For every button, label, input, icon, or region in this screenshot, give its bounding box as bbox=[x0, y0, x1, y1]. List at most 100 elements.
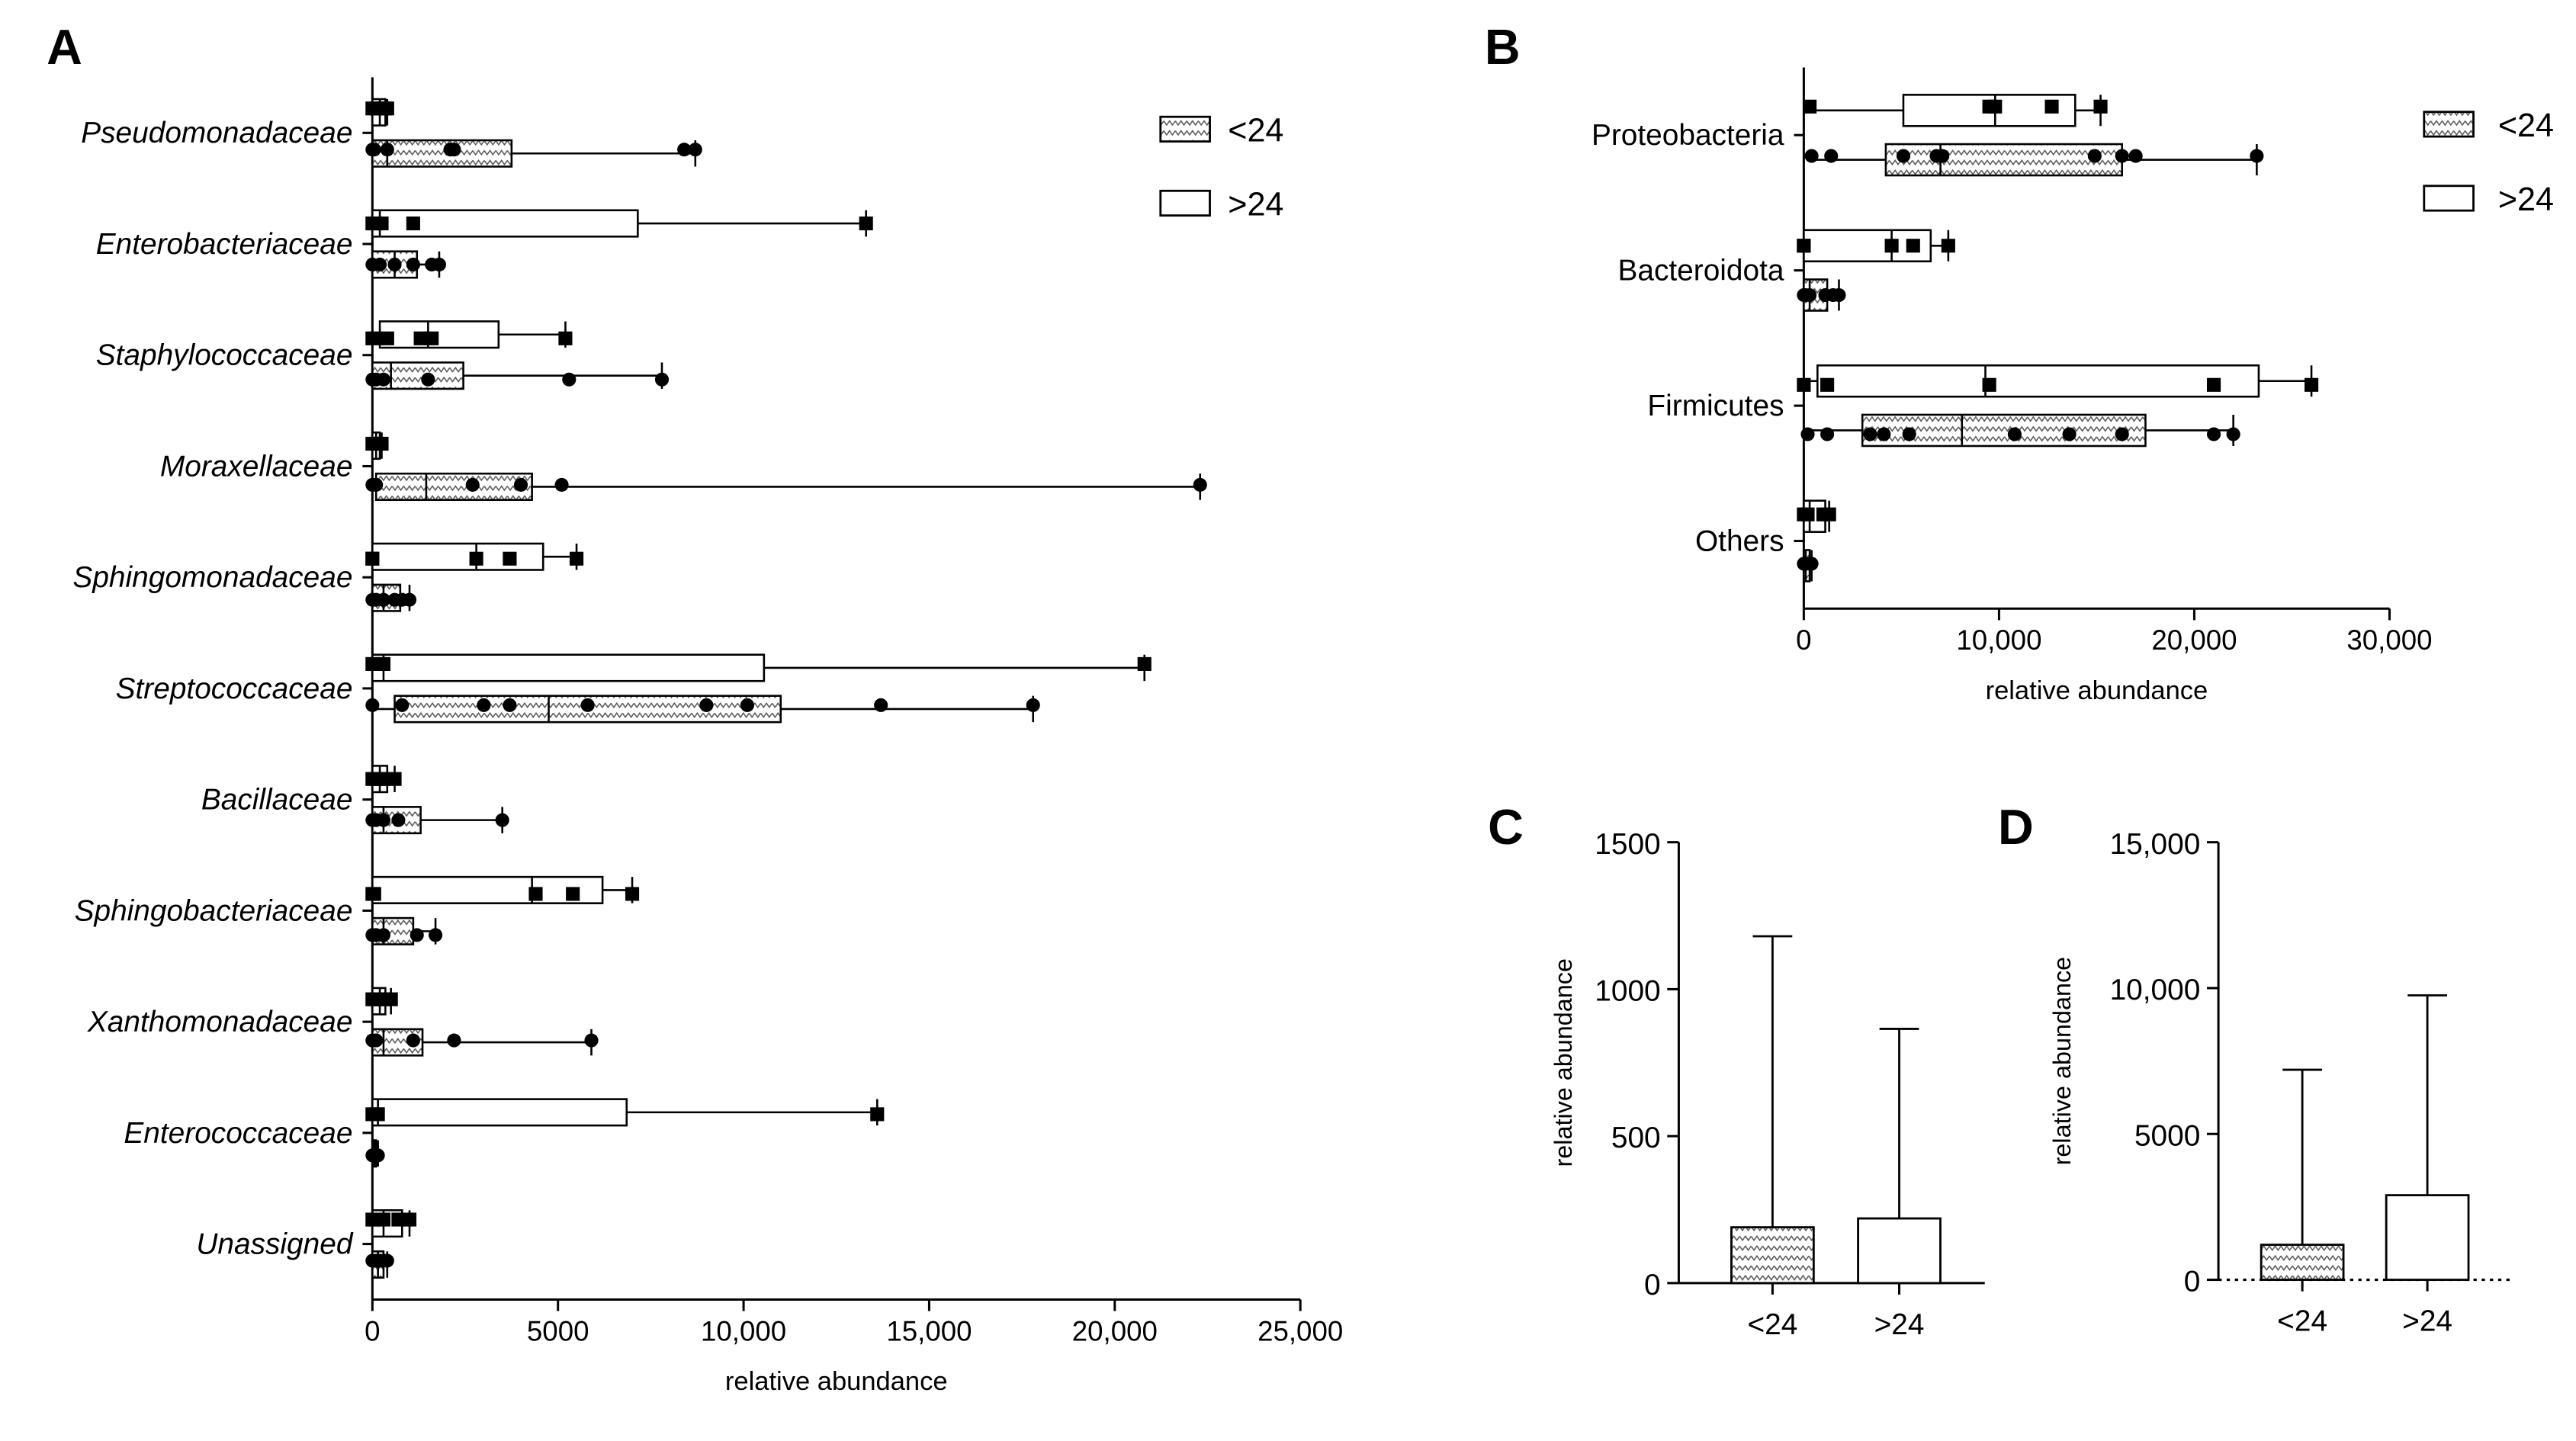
point-sphingomonadaceae-gt24 bbox=[469, 551, 483, 566]
point-bacteroidota-lt24 bbox=[1803, 287, 1817, 303]
category-label-streptococcaceae: Streptococcaceae bbox=[116, 672, 353, 705]
x-axis-label: relative abundance bbox=[1986, 676, 2208, 705]
point-others-lt24 bbox=[1804, 557, 1819, 571]
box-sphingomonadaceae-gt24 bbox=[371, 542, 544, 571]
point-others-gt24 bbox=[1822, 507, 1836, 522]
point-streptococcaceae-lt24 bbox=[699, 698, 714, 712]
x-tick-label: 20,000 bbox=[1072, 1315, 1158, 1346]
y-axis-label: relative abundance bbox=[2048, 957, 2076, 1165]
point-firmicutes-lt24 bbox=[2226, 427, 2240, 441]
point-enterobacteriaceae-lt24 bbox=[373, 257, 387, 272]
legend-b-label-lt24: <24 bbox=[2498, 108, 2554, 144]
point-moraxellaceae-gt24 bbox=[374, 436, 389, 451]
point-bacteroidota-gt24 bbox=[1797, 239, 1811, 253]
x-tick-label-gt24: >24 bbox=[2402, 1305, 2452, 1337]
point-staphylococcaceae-gt24 bbox=[558, 331, 573, 345]
point-unassigned-gt24 bbox=[391, 1212, 406, 1227]
point-staphylococcaceae-lt24 bbox=[376, 372, 390, 387]
point-firmicutes-lt24 bbox=[2007, 427, 2022, 441]
point-xanthomonadaceae-gt24 bbox=[384, 992, 398, 1006]
box-pseudomonadaceae-lt24 bbox=[371, 139, 513, 168]
x-tick-label: 10,000 bbox=[1956, 624, 2041, 656]
point-enterobacteriaceae-lt24 bbox=[406, 257, 420, 272]
point-bacillaceae-lt24 bbox=[391, 813, 406, 827]
point-proteobacteria-lt24 bbox=[1804, 149, 1819, 163]
category-label-enterobacteriaceae: Enterobacteriaceae bbox=[96, 228, 353, 261]
point-proteobacteria-gt24 bbox=[1988, 99, 2003, 114]
legend-label-lt24: <24 bbox=[1228, 113, 1283, 149]
y-tick-label: 1000 bbox=[1595, 975, 1660, 1008]
y-tick-label: 5000 bbox=[2134, 1119, 2200, 1152]
x-tick-label: 30,000 bbox=[2346, 624, 2432, 656]
x-tick-label-lt24: <24 bbox=[2277, 1305, 2327, 1337]
point-streptococcaceae-lt24 bbox=[1026, 698, 1040, 712]
box-streptococcaceae-gt24 bbox=[371, 653, 766, 682]
point-pseudomonadaceae-lt24 bbox=[677, 143, 692, 157]
point-firmicutes-lt24 bbox=[1800, 427, 1815, 441]
point-pseudomonadaceae-lt24 bbox=[688, 143, 702, 157]
point-streptococcaceae-lt24 bbox=[580, 698, 595, 712]
point-sphingobacteriaceae-gt24 bbox=[367, 887, 381, 901]
point-streptococcaceae-lt24 bbox=[740, 698, 755, 712]
point-sphingomonadaceae-gt24 bbox=[503, 551, 517, 566]
y-tick-label: 10,000 bbox=[2110, 974, 2201, 1006]
point-sphingobacteriaceae-gt24 bbox=[566, 887, 580, 901]
point-streptococcaceae-gt24 bbox=[376, 656, 390, 671]
point-pseudomonadaceae-gt24 bbox=[374, 101, 389, 116]
x-tick-label: 0 bbox=[365, 1315, 380, 1346]
point-sphingobacteriaceae-gt24 bbox=[625, 887, 640, 901]
point-staphylococcaceae-lt24 bbox=[654, 372, 670, 387]
point-enterobacteriaceae-gt24 bbox=[859, 216, 873, 231]
point-firmicutes-gt24 bbox=[1982, 377, 1996, 392]
point-xanthomonadaceae-lt24 bbox=[447, 1033, 461, 1048]
x-tick-label: 15,000 bbox=[886, 1315, 972, 1346]
category-label-proteobacteria: Proteobacteria bbox=[1592, 119, 1784, 152]
point-staphylococcaceae-gt24 bbox=[380, 331, 394, 345]
category-label-staphylococcaceae: Staphylococcaceae bbox=[96, 339, 353, 372]
point-streptococcaceae-lt24 bbox=[477, 698, 491, 712]
category-label-enterococcaceae: Enterococcaceae bbox=[124, 1117, 352, 1150]
point-bacillaceae-lt24 bbox=[495, 813, 509, 827]
panel-letter-c: C bbox=[1488, 799, 1524, 855]
point-unassigned-lt24 bbox=[380, 1253, 394, 1268]
panel-c: 0 500 1000 1500 relative abundance <24 >24 bbox=[1550, 828, 1985, 1341]
point-proteobacteria-gt24 bbox=[1803, 99, 1817, 114]
box-moraxellaceae-lt24 bbox=[374, 472, 533, 501]
panel-letter-a: A bbox=[47, 19, 82, 75]
point-bacteroidota-gt24 bbox=[1884, 239, 1899, 253]
y-tick-label: 500 bbox=[1611, 1122, 1661, 1154]
legend-swatch-lt24 bbox=[1159, 115, 1211, 143]
point-sphingomonadaceae-lt24 bbox=[402, 592, 417, 607]
point-staphylococcaceae-lt24 bbox=[421, 372, 435, 387]
category-label-bacillaceae: Bacillaceae bbox=[201, 784, 353, 817]
box-proteobacteria-lt24 bbox=[1884, 143, 2124, 177]
point-proteobacteria-lt24 bbox=[2128, 149, 2143, 163]
point-pseudomonadaceae-lt24 bbox=[447, 143, 461, 157]
point-sphingomonadaceae-gt24 bbox=[365, 551, 380, 566]
point-firmicutes-lt24 bbox=[1902, 427, 1916, 441]
point-staphylococcaceae-lt24 bbox=[562, 372, 577, 387]
panel-letter-b: B bbox=[1485, 19, 1521, 75]
point-streptococcaceae-lt24 bbox=[365, 698, 380, 712]
point-proteobacteria-lt24 bbox=[2087, 149, 2102, 163]
category-label-sphingomonadaceae: Sphingomonadaceae bbox=[72, 561, 352, 594]
legend-label-gt24: >24 bbox=[1228, 187, 1283, 223]
x-tick-label: 25,000 bbox=[1257, 1315, 1343, 1346]
bar-gt24 bbox=[1857, 1217, 1942, 1285]
x-axis-label: relative abundance bbox=[725, 1367, 948, 1396]
point-moraxellaceae-lt24 bbox=[1193, 477, 1207, 492]
point-proteobacteria-gt24 bbox=[2093, 99, 2108, 114]
panel-letter-d: D bbox=[1998, 799, 2034, 855]
x-tick-label: 0 bbox=[1796, 624, 1811, 656]
point-streptococcaceae-lt24 bbox=[503, 698, 517, 712]
category-label-others: Others bbox=[1695, 525, 1784, 558]
point-firmicutes-lt24 bbox=[1863, 427, 1877, 441]
point-firmicutes-lt24 bbox=[2206, 427, 2221, 441]
point-bacillaceae-lt24 bbox=[376, 813, 390, 827]
point-xanthomonadaceae-lt24 bbox=[584, 1033, 599, 1048]
point-bacteroidota-gt24 bbox=[1941, 239, 1955, 253]
y-tick-label: 0 bbox=[1644, 1269, 1661, 1301]
point-proteobacteria-lt24 bbox=[2115, 149, 2129, 163]
legend-b-swatch-lt24 bbox=[2423, 111, 2475, 138]
